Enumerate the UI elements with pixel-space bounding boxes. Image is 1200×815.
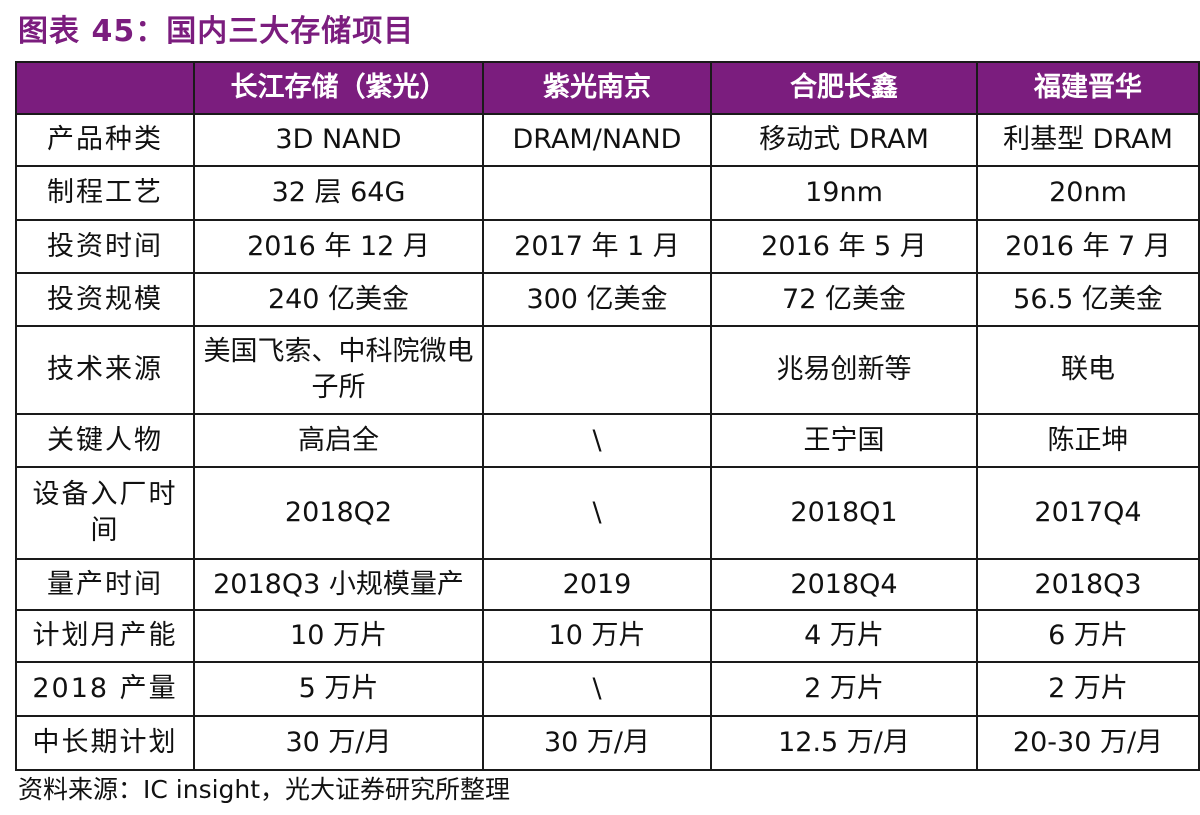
page-title: 图表 45：国内三大存储项目 — [18, 14, 415, 49]
table-cell: 19nm — [710, 165, 978, 221]
table-cell: 2016 年 5 月 — [710, 219, 978, 274]
table-cell: 联电 — [976, 325, 1200, 415]
table-cell: 10 万片 — [482, 609, 712, 663]
table-cell: 2019 — [482, 558, 712, 611]
table-row-investment-time: 投资时间 2016 年 12 月 2017 年 1 月 2016 年 5 月 2… — [15, 219, 1200, 274]
table-cell: 72 亿美金 — [710, 272, 978, 327]
table-cell: 2017 年 1 月 — [482, 219, 712, 274]
comparison-table-container: 长江存储（紫光） 紫光南京 合肥长鑫 福建晋华 产品种类 3D NAND DRA… — [15, 61, 1200, 771]
table-cell — [482, 165, 712, 221]
table-row-monthly-capacity: 计划月产能 10 万片 10 万片 4 万片 6 万片 — [15, 609, 1200, 663]
table-cell: 56.5 亿美金 — [976, 272, 1200, 327]
table-row-investment-scale: 投资规模 240 亿美金 300 亿美金 72 亿美金 56.5 亿美金 — [15, 272, 1200, 327]
table-cell: 2018Q1 — [710, 466, 978, 560]
table-cell: 2018Q3 小规模量产 — [193, 558, 484, 611]
header-corner-cell — [15, 61, 195, 115]
table-cell: 2018Q4 — [710, 558, 978, 611]
table-row-product-type: 产品种类 3D NAND DRAM/NAND 移动式 DRAM 利基型 DRAM — [15, 113, 1200, 167]
row-label: 设备入厂时间 — [15, 466, 195, 560]
table-row-equipment-time: 设备入厂时间 2018Q2 \ 2018Q1 2017Q4 — [15, 466, 1200, 560]
table-cell: 30 万/月 — [193, 715, 484, 771]
table-row-long-term-plan: 中长期计划 30 万/月 30 万/月 12.5 万/月 20-30 万/月 — [15, 715, 1200, 771]
table-row-process: 制程工艺 32 层 64G 19nm 20nm — [15, 165, 1200, 221]
row-label: 制程工艺 — [15, 165, 195, 221]
table-row-2018-output: 2018 产量 5 万片 \ 2 万片 2 万片 — [15, 661, 1200, 717]
table-cell: 20-30 万/月 — [976, 715, 1200, 771]
header-ymtc: 长江存储（紫光） — [193, 61, 484, 115]
header-hefei-changxin: 合肥长鑫 — [710, 61, 978, 115]
row-label: 2018 产量 — [15, 661, 195, 717]
table-header-row: 长江存储（紫光） 紫光南京 合肥长鑫 福建晋华 — [15, 61, 1200, 115]
storage-projects-table: 长江存储（紫光） 紫光南京 合肥长鑫 福建晋华 产品种类 3D NAND DRA… — [15, 61, 1200, 771]
table-cell: 240 亿美金 — [193, 272, 484, 327]
table-row-key-person: 关键人物 高启全 \ 王宁国 陈正坤 — [15, 413, 1200, 468]
table-cell: 20nm — [976, 165, 1200, 221]
row-label: 产品种类 — [15, 113, 195, 167]
table-cell: 利基型 DRAM — [976, 113, 1200, 167]
table-cell: 王宁国 — [710, 413, 978, 468]
table-cell: 陈正坤 — [976, 413, 1200, 468]
table-cell: 2017Q4 — [976, 466, 1200, 560]
table-cell: \ — [482, 413, 712, 468]
table-cell: 美国飞索、中科院微电子所 — [193, 325, 484, 415]
table-cell: 2018Q2 — [193, 466, 484, 560]
table-cell: 4 万片 — [710, 609, 978, 663]
row-label: 计划月产能 — [15, 609, 195, 663]
table-cell: 10 万片 — [193, 609, 484, 663]
row-label: 中长期计划 — [15, 715, 195, 771]
row-label: 量产时间 — [15, 558, 195, 611]
row-label: 技术来源 — [15, 325, 195, 415]
table-cell — [482, 325, 712, 415]
table-cell: 12.5 万/月 — [710, 715, 978, 771]
table-cell: 2 万片 — [710, 661, 978, 717]
table-row-tech-source: 技术来源 美国飞索、中科院微电子所 兆易创新等 联电 — [15, 325, 1200, 415]
header-fujian-jinhua: 福建晋华 — [976, 61, 1200, 115]
table-cell: 3D NAND — [193, 113, 484, 167]
table-cell: \ — [482, 466, 712, 560]
table-cell: \ — [482, 661, 712, 717]
table-cell: 2 万片 — [976, 661, 1200, 717]
table-cell: 2016 年 7 月 — [976, 219, 1200, 274]
table-cell: DRAM/NAND — [482, 113, 712, 167]
source-note: 资料来源：IC insight，光大证券研究所整理 — [18, 775, 511, 804]
table-cell: 2016 年 12 月 — [193, 219, 484, 274]
header-unisplendour-nanjing: 紫光南京 — [482, 61, 712, 115]
table-cell: 移动式 DRAM — [710, 113, 978, 167]
table-cell: 6 万片 — [976, 609, 1200, 663]
table-cell: 5 万片 — [193, 661, 484, 717]
table-cell: 高启全 — [193, 413, 484, 468]
row-label: 投资时间 — [15, 219, 195, 274]
table-cell: 300 亿美金 — [482, 272, 712, 327]
table-cell: 2018Q3 — [976, 558, 1200, 611]
table-cell: 兆易创新等 — [710, 325, 978, 415]
table-cell: 32 层 64G — [193, 165, 484, 221]
table-cell: 30 万/月 — [482, 715, 712, 771]
row-label: 投资规模 — [15, 272, 195, 327]
table-row-mass-production: 量产时间 2018Q3 小规模量产 2019 2018Q4 2018Q3 — [15, 558, 1200, 611]
row-label: 关键人物 — [15, 413, 195, 468]
